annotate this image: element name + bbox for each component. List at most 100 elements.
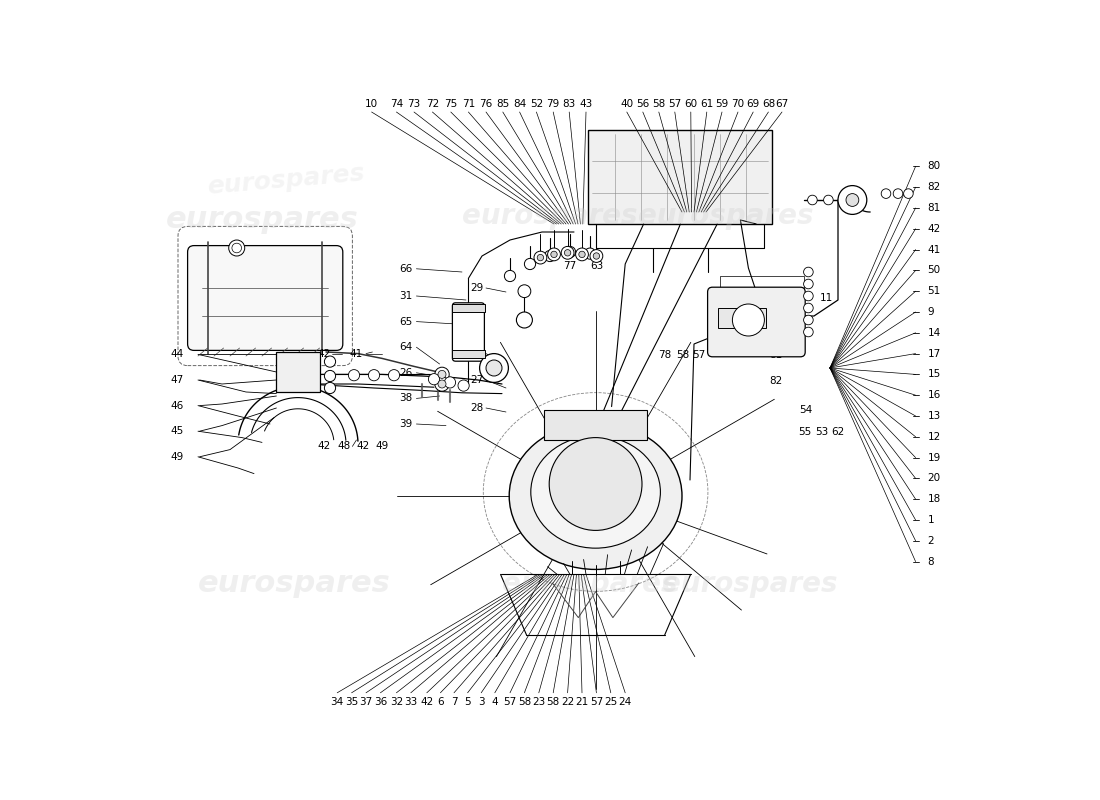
Circle shape (593, 253, 600, 259)
Text: 62: 62 (832, 427, 845, 437)
Circle shape (590, 250, 603, 262)
Circle shape (368, 370, 379, 381)
Text: 22: 22 (561, 698, 574, 707)
Circle shape (903, 189, 913, 198)
Circle shape (229, 240, 244, 256)
Text: 49: 49 (170, 452, 184, 462)
Text: 34: 34 (331, 698, 344, 707)
Text: 82: 82 (927, 182, 940, 192)
Circle shape (324, 370, 336, 382)
Text: 77: 77 (563, 261, 576, 270)
Circle shape (534, 251, 547, 264)
Text: 47: 47 (170, 375, 184, 385)
Text: 41: 41 (350, 349, 363, 358)
Circle shape (434, 377, 449, 391)
Text: 25: 25 (604, 698, 617, 707)
Circle shape (505, 270, 516, 282)
Ellipse shape (509, 422, 682, 570)
Circle shape (804, 291, 813, 301)
Text: 9: 9 (927, 307, 934, 317)
Text: 73: 73 (407, 99, 420, 109)
Circle shape (444, 377, 455, 388)
Text: 69: 69 (747, 99, 760, 109)
Text: 16: 16 (927, 390, 940, 400)
Text: eurospares: eurospares (166, 206, 359, 234)
Text: 52: 52 (530, 99, 543, 109)
Circle shape (428, 374, 440, 385)
Circle shape (551, 251, 558, 258)
Text: 1: 1 (927, 515, 934, 525)
Text: 26: 26 (399, 368, 412, 378)
Circle shape (518, 285, 531, 298)
Text: 54: 54 (800, 405, 813, 414)
Text: 76: 76 (480, 99, 493, 109)
FancyBboxPatch shape (452, 303, 484, 362)
Text: 53: 53 (815, 427, 828, 437)
Text: 15: 15 (927, 370, 940, 379)
Circle shape (525, 258, 536, 270)
Text: 64: 64 (399, 342, 412, 352)
Text: 42: 42 (420, 698, 433, 707)
Text: 33: 33 (404, 698, 417, 707)
Text: eurospares: eurospares (503, 570, 678, 598)
Text: 21: 21 (575, 698, 589, 707)
Bar (452, 350, 485, 358)
Text: 51: 51 (927, 286, 940, 296)
Circle shape (564, 250, 571, 256)
Text: 40: 40 (620, 99, 634, 109)
Text: 50: 50 (927, 266, 940, 275)
Circle shape (388, 370, 399, 381)
Text: 29: 29 (470, 283, 483, 293)
Circle shape (458, 380, 470, 391)
Text: 20: 20 (927, 474, 940, 483)
Text: 42: 42 (927, 224, 940, 234)
Circle shape (537, 254, 543, 261)
Text: 66: 66 (399, 264, 412, 274)
Text: 10: 10 (365, 99, 378, 109)
Bar (543, 410, 648, 441)
Text: 37: 37 (360, 698, 373, 707)
Text: 57: 57 (692, 350, 705, 360)
Ellipse shape (531, 436, 660, 548)
Text: 48: 48 (337, 442, 350, 451)
Text: 58: 58 (518, 698, 531, 707)
Text: 57: 57 (590, 698, 603, 707)
Circle shape (548, 248, 560, 261)
Text: 83: 83 (562, 99, 575, 109)
Text: 30: 30 (470, 349, 483, 358)
Text: 36: 36 (374, 698, 387, 707)
Text: 59: 59 (715, 99, 728, 109)
Circle shape (349, 370, 360, 381)
Bar (452, 305, 485, 313)
Text: 85: 85 (496, 99, 509, 109)
Text: 19: 19 (927, 453, 940, 462)
Text: 74: 74 (389, 99, 403, 109)
Text: 44: 44 (170, 350, 184, 359)
Circle shape (804, 303, 813, 313)
Text: 12: 12 (927, 432, 940, 442)
Text: 58: 58 (652, 99, 666, 109)
Text: 23: 23 (532, 698, 546, 707)
Circle shape (516, 312, 532, 328)
Circle shape (881, 189, 891, 198)
Circle shape (486, 360, 502, 376)
Text: 46: 46 (170, 401, 184, 410)
Text: 39: 39 (399, 419, 412, 429)
Text: 17: 17 (927, 349, 940, 358)
Text: 72: 72 (426, 99, 439, 109)
Text: 60: 60 (684, 99, 697, 109)
Text: 58: 58 (547, 698, 560, 707)
Text: 4: 4 (492, 698, 498, 707)
Text: 32: 32 (389, 698, 403, 707)
Text: eurospares: eurospares (462, 202, 638, 230)
Circle shape (324, 356, 336, 367)
Text: 56: 56 (636, 99, 649, 109)
Circle shape (579, 251, 585, 258)
Text: 49: 49 (375, 442, 388, 451)
Circle shape (232, 243, 242, 253)
Text: 57: 57 (504, 698, 517, 707)
Text: 81: 81 (927, 203, 940, 213)
Text: 13: 13 (927, 411, 940, 421)
Text: 65: 65 (399, 317, 412, 326)
Text: 8: 8 (927, 557, 934, 566)
